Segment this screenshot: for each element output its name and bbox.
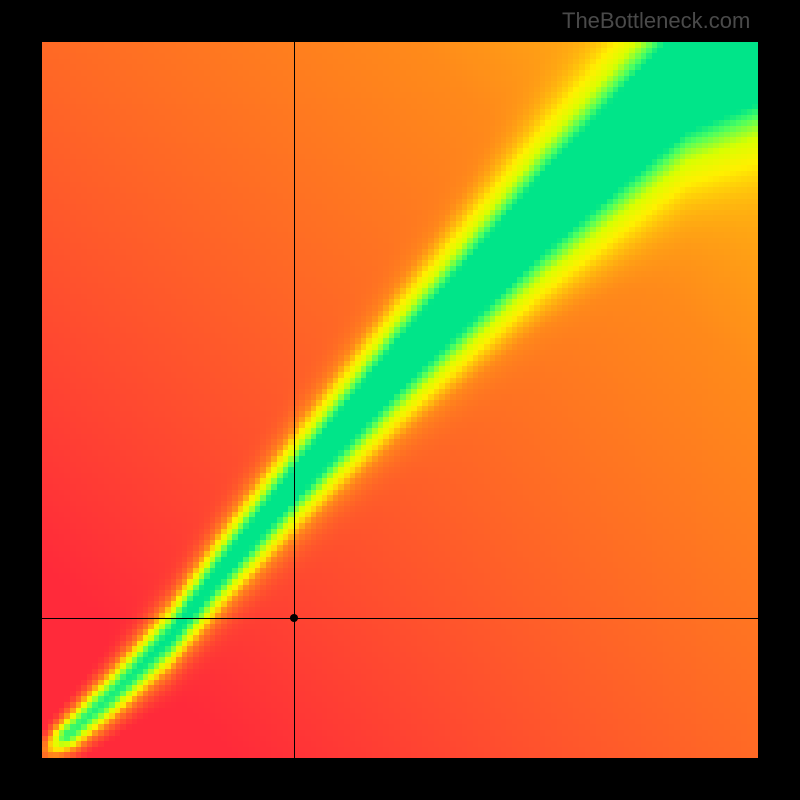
bottleneck-heatmap (0, 0, 800, 800)
attribution-label: TheBottleneck.com (562, 8, 750, 34)
crosshair-vertical-line (294, 42, 295, 758)
crosshair-horizontal-line (42, 618, 758, 619)
chart-container: TheBottleneck.com (0, 0, 800, 800)
